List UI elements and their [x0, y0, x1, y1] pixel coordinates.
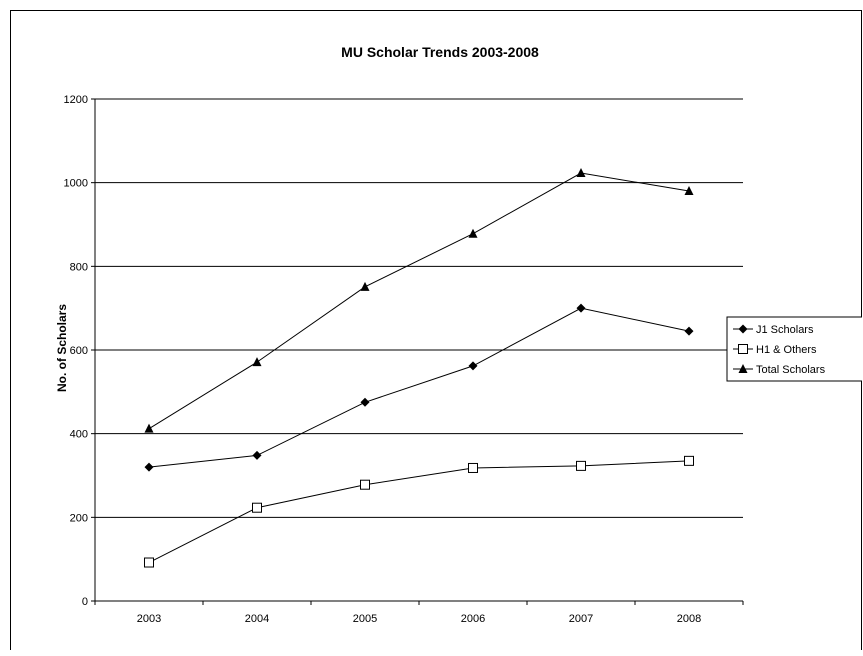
series-group [144, 168, 694, 568]
series-0 [144, 303, 694, 472]
data-point [468, 462, 478, 473]
data-point [684, 326, 694, 336]
line-chart: MU Scholar Trends 2003-2008 No. of Schol… [55, 44, 862, 625]
legend-label: H1 & Others [756, 344, 817, 356]
data-point [684, 455, 694, 466]
x-tick-label: 2006 [461, 613, 485, 625]
x-tick-label: 2004 [245, 613, 269, 625]
data-point [252, 357, 262, 367]
legend-marker [738, 364, 748, 373]
legend-label: J1 Scholars [756, 324, 814, 336]
legend-marker [738, 324, 748, 334]
y-tick-label: 400 [70, 429, 88, 441]
data-point [360, 479, 370, 490]
x-tick-label: 2007 [569, 613, 593, 625]
data-point [576, 303, 586, 313]
data-point [576, 460, 586, 471]
data-point [576, 168, 586, 178]
legend-item: J1 Scholars [733, 324, 814, 336]
x-tick-label: 2005 [353, 613, 377, 625]
y-tick-label: 600 [70, 345, 88, 357]
y-tick-label: 800 [70, 261, 88, 273]
y-tick-label: 1200 [64, 94, 88, 106]
series-line [148, 307, 690, 468]
data-point [684, 186, 694, 196]
series-line [148, 460, 690, 563]
x-tick-label: 2003 [137, 613, 161, 625]
legend-item: Total Scholars [733, 364, 826, 376]
legend-label: Total Scholars [756, 364, 826, 376]
data-point [360, 281, 370, 291]
chart-title: MU Scholar Trends 2003-2008 [341, 44, 539, 60]
chart-area: MU Scholar Trends 2003-2008 No. of Schol… [10, 10, 862, 650]
y-tick-label: 0 [82, 596, 88, 608]
data-point [252, 502, 262, 513]
gridlines [95, 98, 743, 518]
y-tick-label: 1000 [64, 178, 88, 190]
legend-item: H1 & Others [733, 344, 817, 356]
y-axis-label: No. of Scholars [55, 304, 69, 392]
tick-labels: 0 200 400 600 800 1000 1200 2003 2004 2005 2006 200… [64, 94, 702, 625]
data-point [360, 397, 370, 407]
data-point [144, 557, 154, 568]
data-point [144, 462, 154, 472]
series-1 [144, 455, 694, 568]
x-tick-label: 2008 [677, 613, 701, 625]
legend: J1 Scholars H1 & Others Total Scholars [726, 316, 862, 382]
axes [91, 98, 744, 605]
data-point [468, 228, 478, 238]
series-line [148, 172, 690, 430]
legend-marker [738, 344, 748, 354]
data-point [144, 423, 154, 433]
y-tick-label: 200 [70, 512, 88, 524]
data-point [468, 361, 478, 371]
data-point [252, 450, 262, 460]
series-2 [144, 168, 694, 433]
